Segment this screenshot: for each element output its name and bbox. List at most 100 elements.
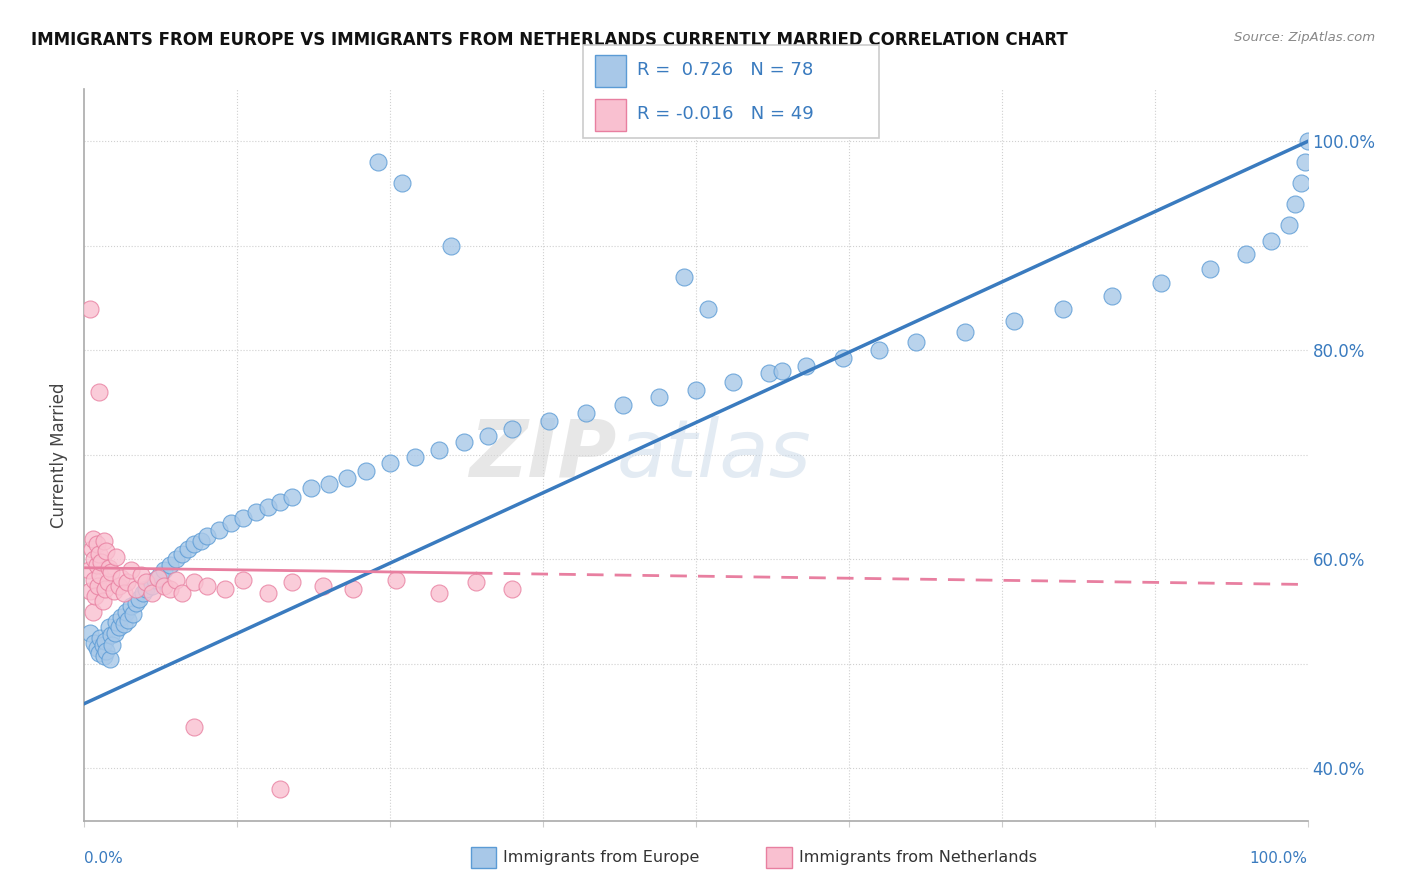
Point: [1052, 301, 1074, 316]
Point: [122, 607, 145, 621]
Point: [101, 638, 124, 652]
Point: [91, 594, 114, 608]
Point: [87, 385, 110, 400]
Text: atlas: atlas: [616, 416, 811, 494]
Point: [648, 391, 671, 405]
Point: [105, 615, 128, 629]
Point: [380, 456, 402, 470]
Point: [87, 578, 110, 592]
Point: [87, 647, 110, 661]
Point: [82, 605, 104, 619]
Point: [115, 605, 138, 619]
Point: [685, 383, 707, 397]
Point: [172, 586, 194, 600]
Point: [538, 415, 561, 429]
Y-axis label: Currently Married: Currently Married: [51, 382, 69, 528]
Point: [1284, 197, 1306, 211]
Point: [83, 552, 105, 566]
Point: [141, 578, 163, 592]
Point: [93, 533, 115, 548]
Point: [183, 575, 205, 590]
Point: [232, 574, 254, 588]
Point: [312, 578, 335, 592]
Point: [125, 582, 148, 596]
Point: [367, 155, 389, 169]
Point: [831, 351, 853, 365]
Point: [1236, 247, 1258, 261]
Text: Immigrants from Netherlands: Immigrants from Netherlands: [799, 850, 1036, 864]
Point: [1278, 218, 1301, 232]
Point: [143, 574, 166, 588]
Point: [281, 490, 304, 504]
Point: [115, 575, 138, 590]
Text: Immigrants from Europe: Immigrants from Europe: [503, 850, 700, 864]
Point: [107, 620, 129, 634]
Point: [953, 325, 976, 339]
Point: [195, 578, 218, 592]
Point: [869, 343, 891, 358]
Point: [82, 532, 104, 546]
Point: [391, 176, 413, 190]
Point: [110, 571, 132, 585]
Point: [190, 533, 212, 548]
Text: ZIP: ZIP: [470, 416, 616, 494]
Point: [94, 582, 117, 596]
Point: [342, 582, 364, 596]
Point: [112, 586, 135, 600]
Point: [232, 510, 254, 524]
Text: 100.0%: 100.0%: [1250, 851, 1308, 866]
Point: [97, 620, 120, 634]
Point: [299, 481, 322, 495]
Point: [770, 364, 793, 378]
Point: [453, 435, 475, 450]
Point: [385, 574, 408, 588]
Point: [100, 565, 122, 579]
Point: [464, 575, 486, 590]
Point: [96, 644, 118, 658]
Text: Source: ZipAtlas.com: Source: ZipAtlas.com: [1234, 31, 1375, 45]
Point: [245, 505, 267, 519]
Point: [195, 529, 218, 543]
Point: [1002, 314, 1025, 328]
Point: [86, 537, 108, 551]
Point: [135, 575, 157, 590]
Point: [129, 568, 152, 582]
Point: [477, 429, 499, 443]
Point: [575, 406, 598, 420]
Point: [1101, 289, 1123, 303]
Point: [96, 544, 118, 558]
Point: [159, 582, 181, 596]
Point: [77, 563, 100, 577]
Text: IMMIGRANTS FROM EUROPE VS IMMIGRANTS FROM NETHERLANDS CURRENTLY MARRIED CORRELAT: IMMIGRANTS FROM EUROPE VS IMMIGRANTS FRO…: [31, 31, 1067, 49]
Point: [612, 398, 634, 412]
Point: [172, 547, 194, 561]
Point: [1198, 261, 1220, 276]
Point: [79, 301, 101, 316]
Point: [110, 610, 132, 624]
Point: [905, 334, 928, 349]
Point: [440, 239, 463, 253]
Point: [427, 442, 450, 457]
Text: 0.0%: 0.0%: [84, 851, 124, 866]
Point: [159, 558, 181, 572]
Point: [79, 625, 101, 640]
Point: [721, 375, 744, 389]
Point: [354, 464, 377, 478]
Point: [93, 648, 115, 663]
Point: [89, 631, 111, 645]
Point: [427, 586, 450, 600]
Point: [107, 578, 129, 592]
Point: [269, 495, 291, 509]
Point: [165, 552, 187, 566]
Text: R = -0.016   N = 49: R = -0.016 N = 49: [637, 105, 814, 123]
Point: [87, 547, 110, 561]
Point: [120, 563, 142, 577]
Point: [214, 582, 236, 596]
Point: [1294, 155, 1316, 169]
Point: [135, 582, 157, 596]
Point: [86, 641, 108, 656]
Point: [1291, 176, 1313, 190]
Point: [97, 575, 120, 590]
Point: [672, 270, 695, 285]
Point: [112, 617, 135, 632]
